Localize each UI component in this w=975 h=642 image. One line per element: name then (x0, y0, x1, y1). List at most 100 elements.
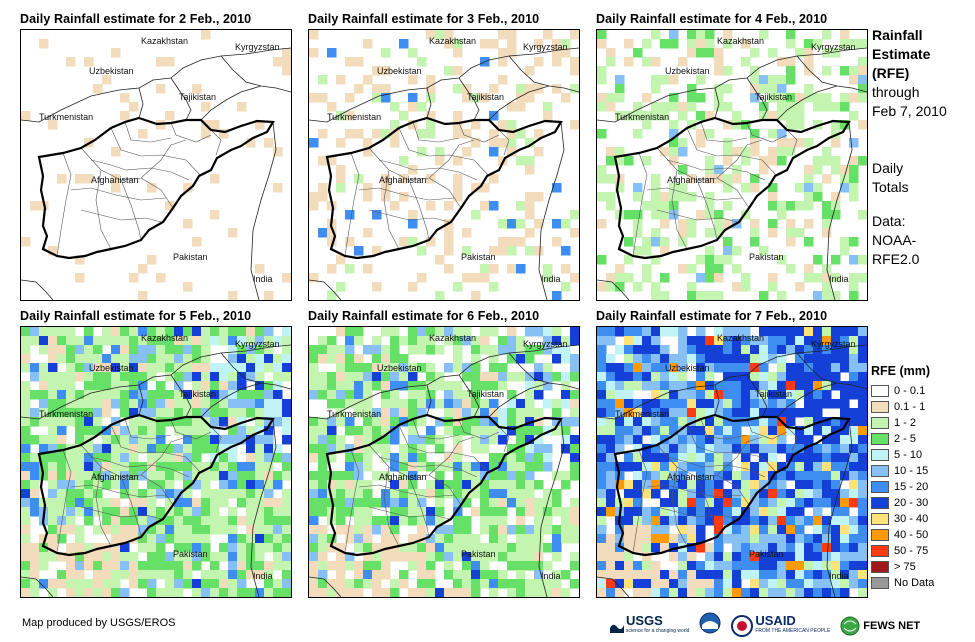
province-boundary (378, 159, 478, 181)
rainfall-cell (633, 579, 643, 589)
rainfall-cell (309, 417, 319, 427)
rainfall-cell (363, 534, 373, 544)
province-boundary (80, 209, 162, 223)
rainfall-cell (678, 354, 688, 364)
rainfall-cell (57, 372, 67, 382)
rainfall-cell (390, 102, 400, 112)
rainfall-cell (786, 489, 796, 499)
rainfall-cell (192, 237, 202, 247)
rainfall-cell (678, 426, 688, 436)
rainfall-cell (210, 471, 220, 481)
rainfall-cell (471, 435, 481, 445)
rainfall-cell (678, 435, 688, 445)
rainfall-cell (858, 210, 867, 220)
rainfall-cell (57, 534, 67, 544)
rainfall-cell (570, 561, 579, 571)
rainfall-cell (759, 498, 769, 508)
rainfall-cell (624, 111, 634, 121)
rainfall-cell (408, 498, 418, 508)
rainfall-cell (453, 345, 463, 355)
rainfall-cell (156, 273, 166, 283)
province-boundary (358, 187, 455, 201)
rainfall-cell (696, 525, 706, 535)
rainfall-cell (795, 354, 805, 364)
rainfall-cell (66, 462, 76, 472)
rainfall-cell (714, 561, 724, 571)
rainfall-cell (111, 570, 121, 580)
rainfall-cell (129, 579, 139, 589)
rainfall-cell (255, 408, 265, 418)
rainfall-cell (84, 363, 94, 373)
rainfall-cell (264, 588, 274, 597)
rainfall-cell (129, 354, 139, 364)
rainfall-cell (201, 516, 211, 526)
rainfall-cell (543, 30, 553, 40)
rainfall-cell (21, 552, 31, 562)
rainfall-cell (498, 237, 508, 247)
rainfall-cell (390, 480, 400, 490)
rainfall-cell (858, 417, 867, 427)
rainfall-cell (498, 57, 508, 67)
rainfall-cell (768, 201, 778, 211)
rainfall-cell (624, 525, 634, 535)
rainfall-cell (372, 570, 382, 580)
rainfall-cell (633, 417, 643, 427)
rainfall-cell (633, 399, 643, 409)
country-border (796, 352, 867, 390)
rainfall-cell (660, 372, 670, 382)
rainfall-cell (345, 462, 355, 472)
rainfall-cell (480, 381, 490, 391)
rainfall-cell (399, 399, 409, 409)
rainfall-cell (183, 480, 193, 490)
rainfall-cell (354, 363, 364, 373)
rainfall-cell (534, 507, 544, 517)
rainfall-cell (462, 525, 472, 535)
legend-item: 0.1 - 1 (871, 399, 975, 415)
rainfall-cell (129, 561, 139, 571)
rainfall-cell (678, 507, 688, 517)
rainfall-cell (453, 183, 463, 193)
rainfall-cell (714, 66, 724, 76)
rainfall-cell (345, 507, 355, 517)
rainfall-cell (426, 390, 436, 400)
country-label-turkmenistan: Turkmenistan (615, 112, 670, 122)
rainfall-cell (228, 291, 238, 300)
rainfall-cell (138, 327, 148, 337)
rainfall-cell (309, 507, 319, 517)
rainfall-cell (714, 336, 724, 346)
rainfall-cell (696, 480, 706, 490)
rainfall-cell (795, 498, 805, 508)
rainfall-cell (651, 516, 661, 526)
rainfall-cell (777, 129, 787, 139)
country-border (21, 47, 291, 123)
rainfall-cell (75, 498, 85, 508)
rainfall-cell (354, 408, 364, 418)
rainfall-cell (606, 507, 616, 517)
rainfall-cell (498, 219, 508, 229)
rainfall-cell (615, 552, 625, 562)
rainfall-cell (210, 381, 220, 391)
rainfall-cell (525, 462, 535, 472)
rainfall-cell (696, 48, 706, 58)
rainfall-cell (651, 507, 661, 517)
rainfall-cell (84, 417, 94, 427)
rainfall-cell (831, 417, 841, 427)
rainfall-cell (480, 264, 490, 274)
rainfall-cell (255, 507, 265, 517)
rainfall-cell (228, 228, 238, 238)
rainfall-cell (669, 372, 679, 382)
rainfall-cell (714, 399, 724, 409)
rainfall-cell (768, 417, 778, 427)
rainfall-cell (561, 372, 571, 382)
rainfall-cell (84, 336, 94, 346)
rainfall-cell (102, 579, 112, 589)
rainfall-cell (183, 543, 193, 553)
rainfall-cell (525, 489, 535, 499)
rainfall-cell (426, 480, 436, 490)
rainfall-cell (507, 345, 517, 355)
rainfall-cell (813, 345, 823, 355)
country-border (250, 121, 277, 300)
rainfall-cell (309, 345, 319, 355)
country-label-kazakhstan: Kazakhstan (141, 36, 189, 46)
rainfall-cell (660, 570, 670, 580)
